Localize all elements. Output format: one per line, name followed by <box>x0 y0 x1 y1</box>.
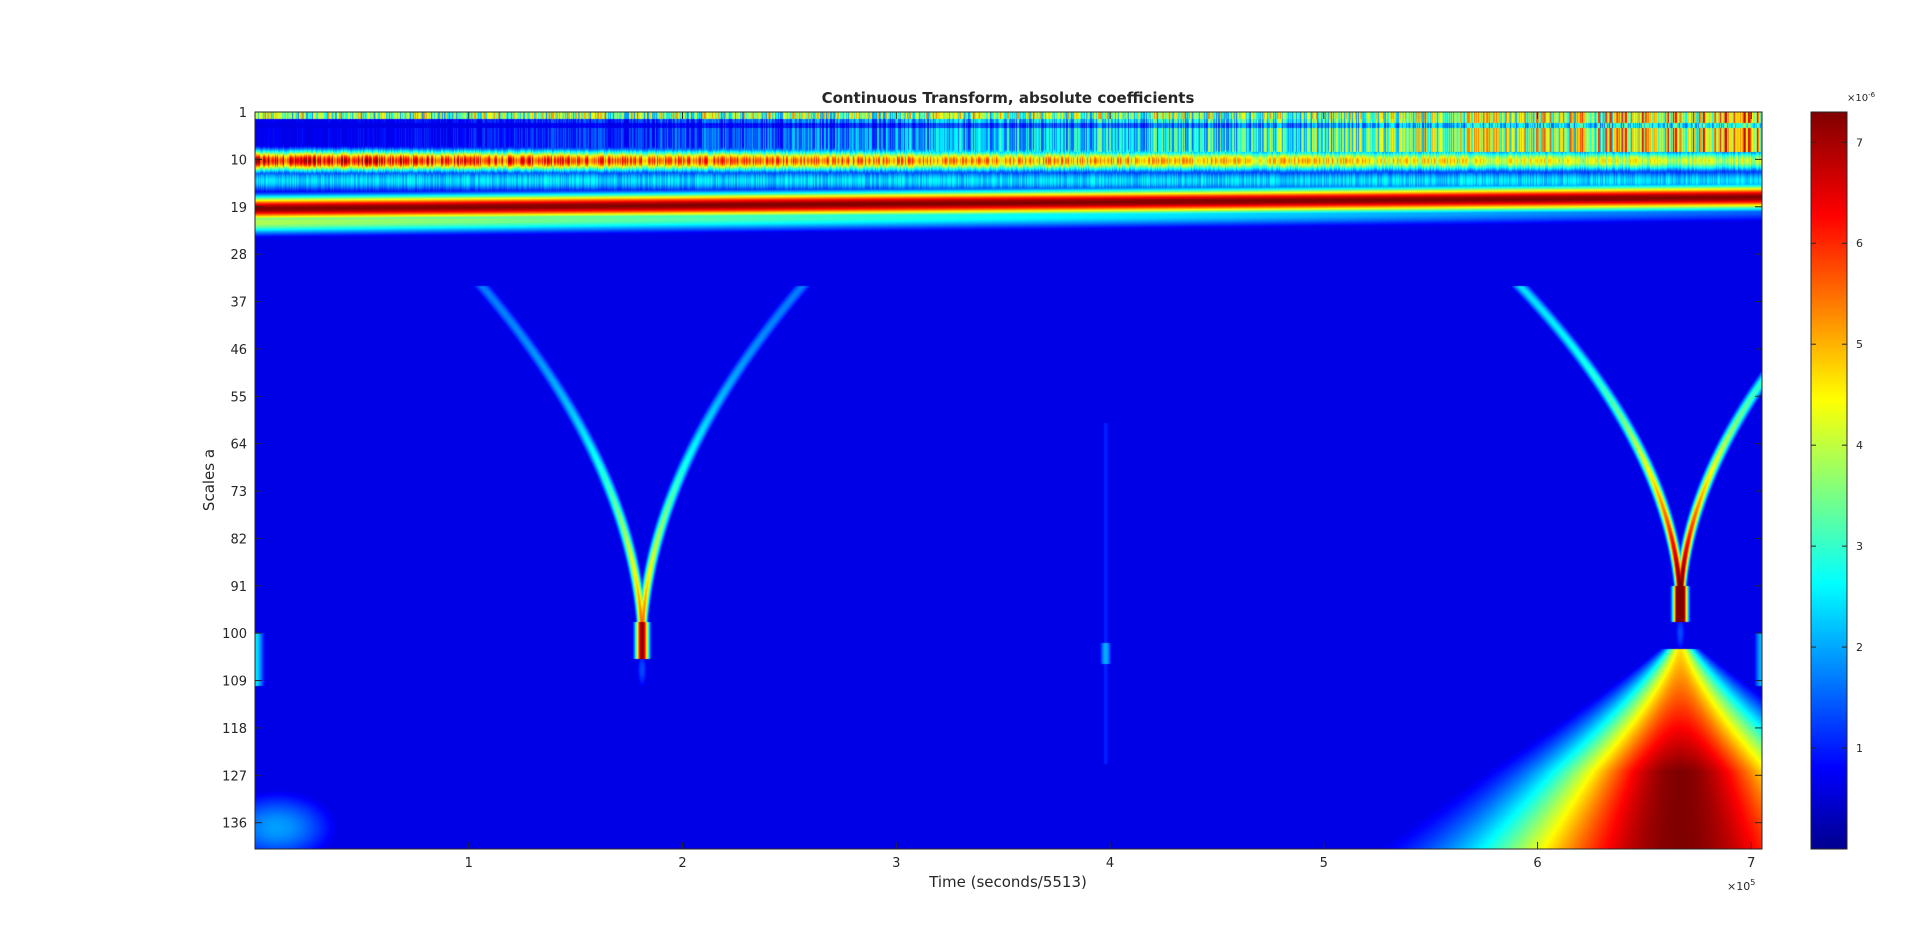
x-tick-label: 3 <box>892 856 900 871</box>
y-tick-label: 100 <box>222 627 247 642</box>
colorbar-tick-label: 6 <box>1856 237 1863 250</box>
y-axis-label: Scales a <box>200 449 218 511</box>
y-tick-label: 1 <box>239 106 247 121</box>
y-tick-label: 37 <box>230 296 247 311</box>
y-axis: 1 10 19 28 37 46 55 64 73 82 91 100 109 118 127 136 <box>222 106 1762 832</box>
heatmap-canvas <box>255 112 1762 849</box>
x-tick-label: 2 <box>678 856 686 871</box>
colorbar-tick-label: 3 <box>1856 540 1863 553</box>
plot-frame <box>254 111 1763 850</box>
colorbar-tick-label: 1 <box>1856 742 1863 755</box>
y-tick-label: 10 <box>230 153 247 168</box>
y-tick-label: 73 <box>230 485 247 500</box>
x-axis-label: Time (seconds/5513) <box>928 873 1087 891</box>
colorbar <box>1810 111 1848 850</box>
x-exponent: ×105 <box>1727 878 1755 893</box>
y-tick-label: 28 <box>230 248 247 263</box>
colorbar-tick-label: 4 <box>1856 439 1863 452</box>
x-tick-label: 1 <box>465 856 473 871</box>
y-tick-label: 55 <box>230 390 247 405</box>
x-tick-label: 7 <box>1747 856 1755 871</box>
y-tick-label: 19 <box>230 201 247 216</box>
colorbar-tick-label: 2 <box>1856 641 1863 654</box>
x-tick-label: 6 <box>1533 856 1541 871</box>
y-tick-label: 118 <box>222 722 247 737</box>
colorbar-exponent: ×10-6 <box>1847 91 1876 104</box>
y-tick-label: 91 <box>230 580 247 595</box>
colorbar-tick-label: 7 <box>1856 136 1863 149</box>
y-tick-label: 109 <box>222 675 247 690</box>
y-tick-label: 136 <box>222 817 247 832</box>
y-tick-label: 64 <box>230 438 247 453</box>
x-tick-label: 5 <box>1320 856 1328 871</box>
colorbar-tick-label: 5 <box>1856 338 1863 351</box>
y-tick-label: 127 <box>222 769 247 784</box>
x-tick-label: 4 <box>1106 856 1114 871</box>
heatmap-area <box>255 112 1762 849</box>
y-tick-label: 46 <box>230 343 247 358</box>
y-tick-label: 82 <box>230 532 247 547</box>
chart-title: Continuous Transform, absolute coefficie… <box>822 89 1195 107</box>
colorbar-ticks: 1 2 3 4 5 6 7 <box>1811 136 1863 755</box>
x-axis: 1 2 3 4 5 6 7 <box>465 112 1755 871</box>
